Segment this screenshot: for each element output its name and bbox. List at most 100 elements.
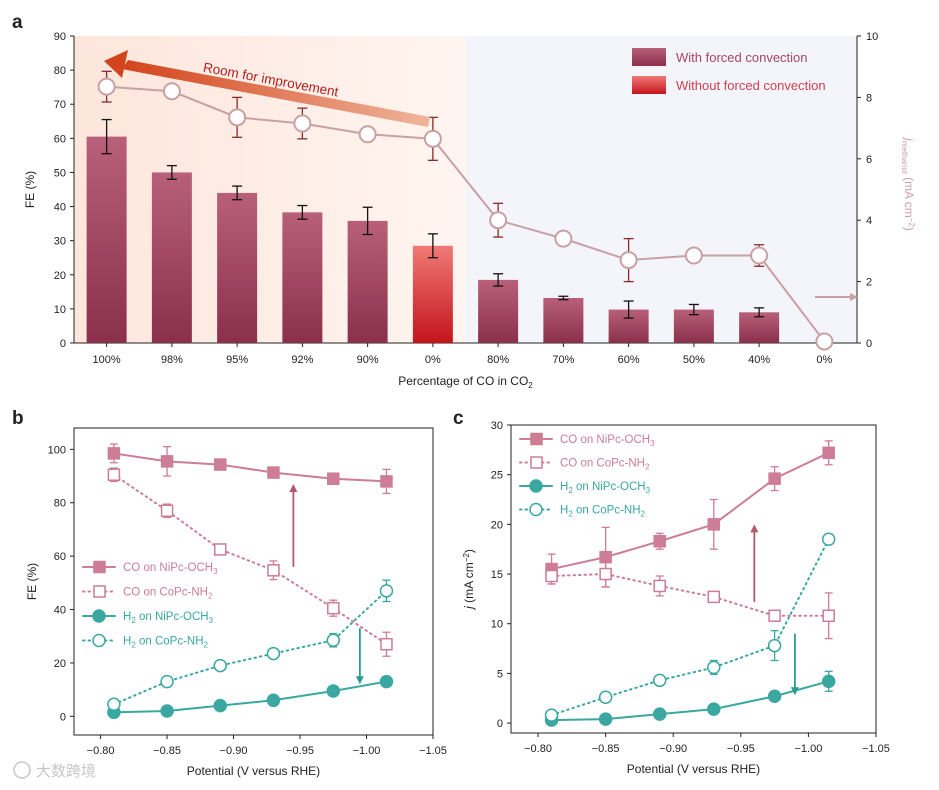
panel-label-b: b xyxy=(12,408,24,429)
data-point-circle xyxy=(652,673,667,688)
data-point-square xyxy=(107,447,121,460)
series-line-2 xyxy=(550,680,830,722)
y-tick-label: 25 xyxy=(491,470,503,482)
y-tick-label: 20 xyxy=(491,519,503,531)
y-tick-label: 80 xyxy=(54,498,66,510)
data-point-circle xyxy=(213,658,228,673)
y-tick-label: 5 xyxy=(497,668,503,680)
line-point xyxy=(162,82,181,101)
y-tick-label: 10 xyxy=(54,304,66,316)
y-axis-label: j (mA cm−2) xyxy=(462,549,476,611)
x-tick-label: 60% xyxy=(618,354,640,366)
series-line-3 xyxy=(112,589,388,706)
legend-marker xyxy=(93,585,106,598)
x-tick-label: 0% xyxy=(816,354,832,366)
y-tick-label: 20 xyxy=(54,658,66,670)
trend-arrowhead-1 xyxy=(355,676,364,685)
panel-label-a: a xyxy=(12,12,23,33)
annotation-arrow-shaft xyxy=(122,60,430,127)
line-point xyxy=(554,229,573,248)
data-point-circle xyxy=(707,702,721,716)
data-point-circle xyxy=(821,532,836,547)
data-point-circle xyxy=(107,697,121,712)
x-tick-label: 0% xyxy=(425,354,441,366)
y-axis-label: FE (%) xyxy=(23,171,37,208)
bar xyxy=(478,279,519,343)
line-point xyxy=(684,246,703,265)
bar xyxy=(151,172,192,343)
data-point-circle xyxy=(821,674,836,689)
data-point-circle xyxy=(266,646,281,661)
data-point-square xyxy=(327,601,340,615)
series-line-1 xyxy=(550,573,830,617)
y2-tick-label: 6 xyxy=(866,154,872,166)
y-tick-label: 90 xyxy=(54,31,66,43)
data-point-square xyxy=(707,590,721,604)
y2-tick-label: 8 xyxy=(866,92,872,104)
y-tick-label: 60 xyxy=(54,551,66,563)
bar xyxy=(347,220,388,343)
legend-label: H2 on CoPc-NH2 xyxy=(123,636,209,650)
y-tick-label: 10 xyxy=(491,619,503,631)
plot-frame xyxy=(510,424,877,734)
x-tick-label: −1.00 xyxy=(353,745,381,757)
y-tick-label: 40 xyxy=(54,605,66,617)
y2-tick-label: 4 xyxy=(866,215,872,227)
x-tick-label: −0.85 xyxy=(592,743,620,755)
y-tick-label: 60 xyxy=(54,133,66,145)
data-point-circle xyxy=(326,633,341,647)
legend-marker xyxy=(529,479,543,493)
y-tick-label: 70 xyxy=(54,99,66,111)
series-line-2 xyxy=(112,680,388,714)
series-line-3 xyxy=(550,538,830,717)
trend-arrowhead-1 xyxy=(790,687,799,696)
legend-swatch xyxy=(632,76,666,94)
bar xyxy=(412,245,453,343)
line-point xyxy=(750,246,769,265)
line-point xyxy=(489,211,508,230)
y-tick-label: 15 xyxy=(491,569,503,581)
y-tick-label: 0 xyxy=(60,711,66,723)
data-point-circle xyxy=(544,708,559,722)
legend-swatch xyxy=(632,48,666,66)
data-point-square xyxy=(214,543,227,556)
y-tick-label: 20 xyxy=(54,270,66,282)
y-tick-label: 50 xyxy=(54,167,66,179)
legend-label: CO on NiPc-OCH3 xyxy=(123,562,218,576)
x-tick-label: −0.90 xyxy=(220,745,248,757)
data-point-square xyxy=(599,567,612,581)
series-line-0 xyxy=(550,451,830,571)
panel-c-chart: 0 5 10 15 20 25 30 −0.80 −0.85 −0.90 −0.95 −1.00 −1.… xyxy=(462,420,890,776)
data-point-square xyxy=(327,472,340,485)
legend-marker xyxy=(92,633,106,648)
data-point-square xyxy=(768,472,781,485)
data-point-circle xyxy=(652,707,667,721)
y-tick-label: 80 xyxy=(54,65,66,77)
data-point-square xyxy=(267,466,280,479)
x-axis-label: Potential (V versus RHE) xyxy=(187,764,320,778)
bar xyxy=(282,212,323,343)
data-point-square xyxy=(160,455,174,468)
line-series-jmethanol xyxy=(106,85,826,343)
trend-arrowhead-0 xyxy=(750,524,759,533)
x-axis-label: Potential (V versus RHE) xyxy=(627,762,760,776)
y-tick-label: 0 xyxy=(497,718,503,730)
data-point-square xyxy=(822,446,835,460)
data-point-circle xyxy=(598,690,613,704)
panel-a-chart: 0 10 20 30 40 50 60 70 80 90 0 2 4 6 8 10 100% 98% 95% 92% 9… xyxy=(23,31,916,390)
panel-label-c: c xyxy=(453,408,464,429)
data-point-circle xyxy=(707,660,721,675)
x-tick-label: −1.05 xyxy=(862,743,890,755)
watermark-logo-icon xyxy=(13,761,31,779)
x-tick-label: 100% xyxy=(93,354,121,366)
series-line-0 xyxy=(112,452,388,483)
data-point-circle xyxy=(767,689,782,703)
data-point-square xyxy=(160,504,174,518)
x-tick-label: −0.95 xyxy=(727,743,755,755)
line-point xyxy=(97,77,116,96)
y-tick-label: 40 xyxy=(54,202,66,214)
y-tick-label: 30 xyxy=(491,420,503,432)
bar xyxy=(543,297,584,343)
y2-axis-label: jmethanol (mA cm−2) xyxy=(900,136,916,231)
legend-marker xyxy=(530,456,543,469)
